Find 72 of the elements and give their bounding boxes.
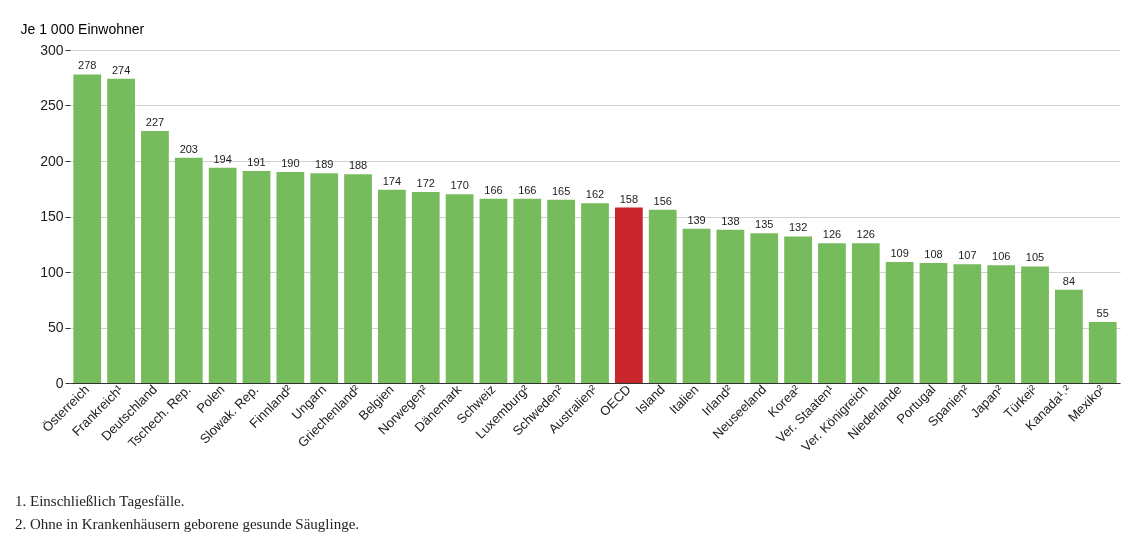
bar bbox=[411, 192, 440, 383]
y-tick-label: 100 bbox=[40, 263, 64, 280]
data-label: 188 bbox=[348, 159, 368, 172]
data-label: 84 bbox=[1062, 274, 1076, 287]
data-label: 190 bbox=[281, 157, 300, 170]
data-label: 162 bbox=[585, 188, 605, 201]
bar bbox=[310, 173, 339, 383]
bar bbox=[1021, 266, 1049, 383]
bar bbox=[141, 131, 169, 383]
data-label: 227 bbox=[145, 116, 165, 129]
data-label: 106 bbox=[992, 250, 1011, 263]
bar bbox=[1088, 321, 1117, 383]
data-label: 203 bbox=[179, 142, 198, 155]
bar bbox=[378, 189, 406, 383]
y-tick-label: 50 bbox=[47, 319, 64, 335]
bar bbox=[953, 264, 982, 383]
bar bbox=[648, 209, 677, 383]
bar bbox=[1055, 289, 1083, 383]
data-label: 132 bbox=[788, 221, 808, 234]
bar bbox=[987, 265, 1016, 383]
data-label: 274 bbox=[111, 63, 131, 76]
data-label: 126 bbox=[856, 228, 875, 241]
bar bbox=[208, 167, 237, 383]
data-label: 109 bbox=[890, 247, 909, 260]
bar bbox=[818, 243, 846, 383]
data-label: 174 bbox=[382, 174, 402, 187]
bar bbox=[107, 78, 135, 383]
bar bbox=[73, 74, 102, 383]
data-label: 139 bbox=[687, 213, 706, 226]
data-label: 55 bbox=[1096, 306, 1109, 319]
data-label: 172 bbox=[416, 177, 435, 190]
y-axis-title: Je 1 000 Einwohner bbox=[20, 20, 145, 37]
bar bbox=[242, 170, 271, 383]
data-label: 170 bbox=[450, 179, 469, 192]
bar bbox=[682, 228, 711, 383]
bar bbox=[750, 233, 779, 383]
data-label: 156 bbox=[653, 194, 672, 207]
bar bbox=[174, 157, 203, 383]
bar bbox=[614, 207, 643, 383]
data-label: 191 bbox=[247, 155, 266, 168]
bar bbox=[919, 263, 948, 383]
data-label: 105 bbox=[1025, 251, 1045, 264]
data-label: 165 bbox=[551, 184, 571, 197]
bar bbox=[581, 203, 609, 383]
bar bbox=[851, 243, 880, 383]
data-label: 158 bbox=[619, 192, 639, 205]
bar bbox=[276, 172, 305, 383]
y-tick-label: 0 bbox=[55, 374, 64, 391]
data-label: 135 bbox=[755, 218, 774, 231]
data-label: 194 bbox=[213, 152, 232, 165]
y-tick-label: 300 bbox=[40, 41, 64, 58]
data-label: 138 bbox=[721, 214, 740, 227]
bar bbox=[344, 174, 372, 383]
data-label: 166 bbox=[518, 183, 537, 196]
data-label: 166 bbox=[484, 183, 503, 196]
data-label: 108 bbox=[924, 248, 943, 261]
text: 2. Ohne in Krankenhäusern geborene gesunde Säuglinge. bbox=[15, 516, 360, 532]
bar bbox=[513, 198, 542, 383]
bar bbox=[784, 236, 812, 383]
y-tick-label: 250 bbox=[40, 97, 64, 113]
bar bbox=[445, 194, 474, 383]
y-tick-label: 200 bbox=[40, 152, 64, 169]
data-label: 126 bbox=[822, 228, 842, 241]
data-label: 189 bbox=[315, 158, 334, 171]
data-label: 107 bbox=[958, 249, 977, 262]
data-label: 278 bbox=[78, 59, 97, 72]
bar bbox=[479, 198, 508, 383]
bar bbox=[547, 199, 576, 383]
bar bbox=[716, 229, 745, 383]
y-tick-label: 150 bbox=[40, 208, 64, 224]
text: 1. Einschließlich Tagesfälle. bbox=[15, 493, 185, 509]
bar bbox=[885, 262, 914, 383]
